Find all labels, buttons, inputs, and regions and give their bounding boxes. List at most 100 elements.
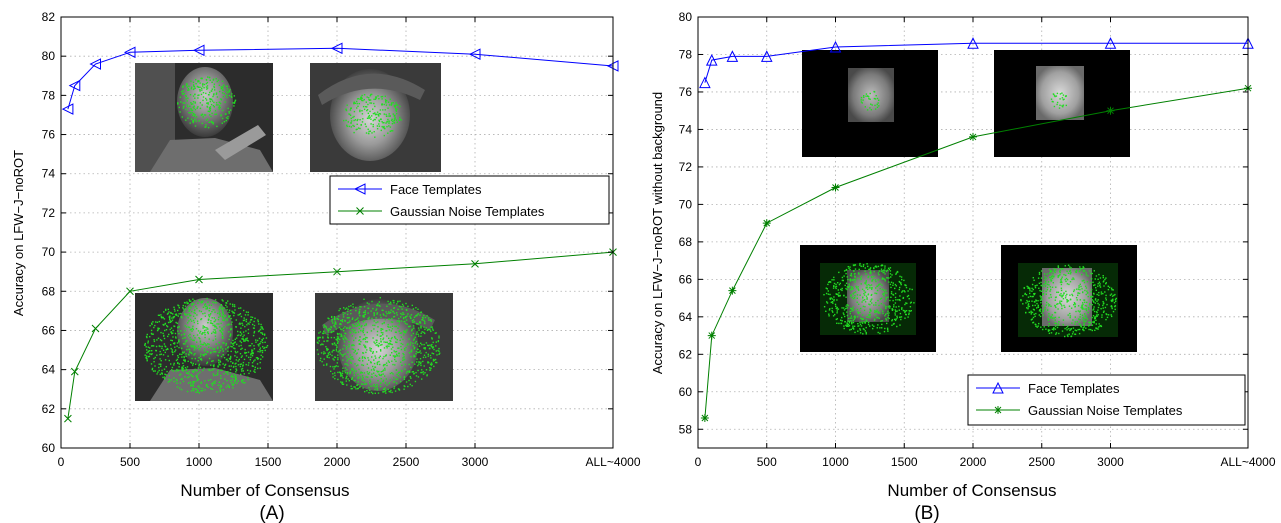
template-dot — [887, 317, 888, 318]
template-dot — [382, 358, 383, 359]
template-dot — [195, 318, 196, 319]
template-dot — [865, 330, 866, 331]
template-dot — [1035, 305, 1036, 306]
template-dot — [1080, 314, 1081, 315]
template-dot — [385, 109, 386, 110]
template-dot — [188, 317, 189, 318]
template-dot — [342, 368, 343, 369]
template-dot — [228, 339, 229, 340]
template-dot — [187, 104, 188, 105]
template-dot — [343, 316, 344, 317]
template-dot — [1037, 327, 1038, 328]
template-dot — [336, 349, 337, 350]
template-dot — [254, 359, 255, 360]
template-dot — [364, 99, 365, 100]
template-dot — [225, 302, 226, 303]
template-dot — [390, 302, 391, 303]
template-dot — [253, 360, 254, 361]
face-image-a-1 — [135, 63, 273, 172]
template-dot — [880, 283, 881, 284]
template-dot — [396, 111, 397, 112]
template-dot — [145, 343, 146, 344]
template-dot — [233, 315, 234, 316]
template-dot — [397, 104, 398, 105]
template-dot — [1068, 284, 1069, 285]
template-dot — [1038, 278, 1039, 279]
template-dot — [219, 306, 220, 307]
template-dot — [184, 337, 185, 338]
template-dot — [207, 302, 208, 303]
data-point-gaussian-noise-templates — [728, 287, 736, 295]
template-dot — [357, 322, 358, 323]
template-dot — [1059, 98, 1060, 99]
template-dot — [200, 367, 201, 368]
template-dot — [262, 334, 263, 335]
template-dot — [220, 391, 221, 392]
template-dot — [246, 352, 247, 353]
template-dot — [385, 382, 386, 383]
template-dot — [864, 321, 865, 322]
template-dot — [866, 327, 867, 328]
template-dot — [880, 321, 881, 322]
template-dot — [191, 110, 192, 111]
template-dot — [203, 87, 204, 88]
template-dot — [206, 363, 207, 364]
template-dot — [200, 390, 201, 391]
template-dot — [346, 373, 347, 374]
template-dot — [193, 82, 194, 83]
template-dot — [397, 328, 398, 329]
template-dot — [229, 365, 230, 366]
template-dot — [1050, 294, 1051, 295]
template-dot — [1049, 333, 1050, 334]
template-dot — [391, 104, 392, 105]
template-dot — [1032, 312, 1033, 313]
template-dot — [155, 357, 156, 358]
template-dot — [885, 306, 886, 307]
template-dot — [184, 376, 185, 377]
template-dot — [1079, 266, 1080, 267]
template-dot — [164, 338, 165, 339]
template-dot — [863, 266, 864, 267]
template-dot — [873, 267, 874, 268]
template-dot — [1051, 99, 1052, 100]
template-dot — [380, 341, 381, 342]
template-dot — [202, 390, 203, 391]
template-dot — [320, 331, 321, 332]
template-dot — [428, 329, 429, 330]
template-dot — [227, 88, 228, 89]
template-dot — [160, 339, 161, 340]
template-dot — [367, 376, 368, 377]
template-dot — [1050, 279, 1051, 280]
template-dot — [257, 319, 258, 320]
template-dot — [200, 354, 201, 355]
template-dot — [160, 351, 161, 352]
template-dot — [413, 308, 414, 309]
template-dot — [375, 375, 376, 376]
template-dot — [1065, 265, 1066, 266]
template-dot — [200, 359, 201, 360]
template-dot — [202, 84, 203, 85]
template-dot — [1113, 295, 1114, 296]
template-dot — [186, 98, 187, 99]
template-dot — [857, 309, 858, 310]
template-dot — [387, 384, 388, 385]
template-dot — [1112, 300, 1113, 301]
template-dot — [330, 329, 331, 330]
template-dot — [397, 122, 398, 123]
template-dot — [349, 344, 350, 345]
template-dot — [389, 303, 390, 304]
template-dot — [890, 284, 891, 285]
template-dot — [343, 307, 344, 308]
template-dot — [872, 328, 873, 329]
template-dot — [399, 106, 400, 107]
template-dot — [855, 317, 856, 318]
template-dot — [899, 317, 900, 318]
template-dot — [1079, 316, 1080, 317]
template-dot — [226, 324, 227, 325]
template-dot — [379, 306, 380, 307]
template-dot — [885, 308, 886, 309]
template-dot — [386, 126, 387, 127]
template-dot — [381, 130, 382, 131]
template-dot — [166, 329, 167, 330]
template-dot — [176, 380, 177, 381]
